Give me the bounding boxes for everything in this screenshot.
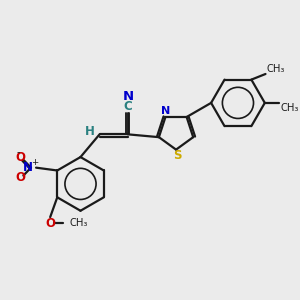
Text: CH₃: CH₃ xyxy=(267,64,285,74)
Text: +: + xyxy=(31,158,38,166)
Text: N: N xyxy=(122,90,134,103)
Text: O: O xyxy=(16,171,26,184)
Text: S: S xyxy=(173,149,182,162)
Text: -: - xyxy=(17,147,20,157)
Text: N: N xyxy=(23,161,33,174)
Text: CH₃: CH₃ xyxy=(69,218,88,228)
Text: O: O xyxy=(16,151,26,164)
Text: C: C xyxy=(123,100,132,113)
Text: CH₃: CH₃ xyxy=(280,103,299,113)
Text: N: N xyxy=(161,106,170,116)
Text: O: O xyxy=(45,217,55,230)
Text: H: H xyxy=(85,125,94,138)
